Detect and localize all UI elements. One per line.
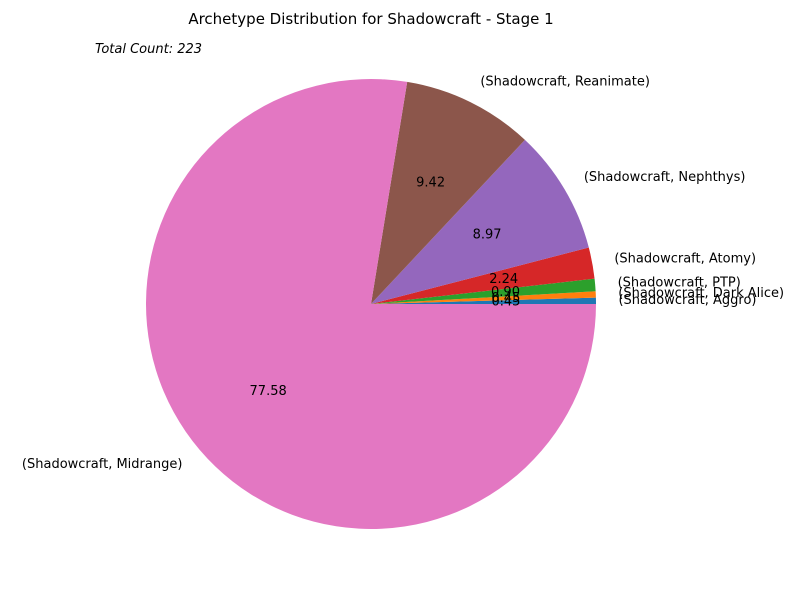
pie-slice (371, 139, 589, 304)
slice-percent-label: 2.24 (489, 272, 518, 287)
pie-slice (371, 278, 596, 304)
slice-category-label: (Shadowcraft, Reanimate) (480, 74, 650, 89)
pie-category-labels: (Shadowcraft, Aggro)(Shadowcraft, Dark A… (22, 74, 784, 471)
pie-slices (146, 79, 597, 529)
slice-category-label: (Shadowcraft, PTP) (618, 276, 741, 291)
pie-slice (371, 81, 525, 304)
slice-percent-label: 77.58 (250, 384, 287, 399)
slice-category-label: (Shadowcraft, Midrange) (22, 457, 183, 472)
total-count-annotation: Total Count: 223 (95, 42, 202, 57)
pie-percent-labels: 0.450.450.902.24 8.97 9.42 77.58 (250, 175, 521, 399)
chart-title: Archetype Distribution for Shadowcraft -… (188, 10, 553, 28)
pie-slice (371, 291, 596, 304)
slice-percent-label: 0.45 (492, 295, 521, 310)
slice-percent-label: 8.97 (473, 228, 502, 243)
pie-slice (146, 79, 597, 529)
slice-percent-label: 0.45 (491, 291, 520, 306)
pie-slice (371, 247, 595, 304)
slice-category-label: (Shadowcraft, Dark Alice) (618, 286, 784, 301)
slice-category-label: (Shadowcraft, Nephthys) (584, 170, 746, 185)
slice-category-label: (Shadowcraft, Aggro) (618, 293, 756, 308)
slice-percent-label: 9.42 (416, 175, 445, 190)
pie-slice (371, 297, 596, 304)
slice-category-label: (Shadowcraft, Atomy) (614, 251, 756, 266)
slice-percent-label: 0.90 (491, 285, 520, 300)
